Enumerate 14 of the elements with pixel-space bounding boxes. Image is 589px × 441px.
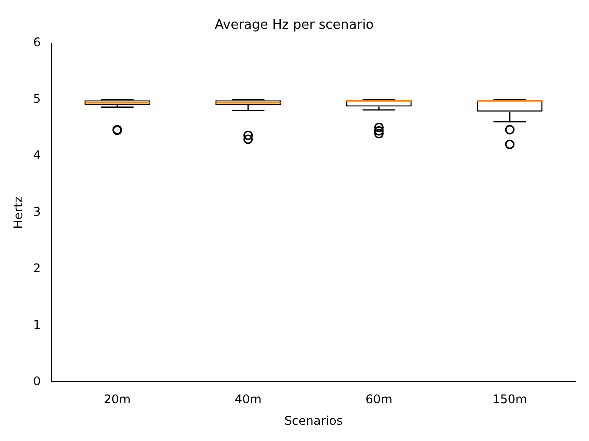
y-tick-label: 4 <box>33 148 42 163</box>
y-tick-label: 6 <box>33 36 42 50</box>
y-tick-label: 1 <box>33 318 42 332</box>
chart-title: Average Hz per scenario <box>214 18 374 34</box>
x-tick-label: 20m <box>104 392 131 407</box>
x-axis-title: Scenarios <box>284 414 343 428</box>
y-tick-label: 3 <box>33 205 42 220</box>
x-tick-label: 40m <box>234 392 262 407</box>
y-axis-title: Hertz <box>11 196 26 230</box>
y-tick-label: 5 <box>33 92 42 106</box>
y-tick-label: 0 <box>33 374 42 388</box>
x-tick-label: 150m <box>492 392 528 407</box>
y-tick-label: 2 <box>33 261 42 276</box>
x-tick-label: 60m <box>366 392 393 407</box>
